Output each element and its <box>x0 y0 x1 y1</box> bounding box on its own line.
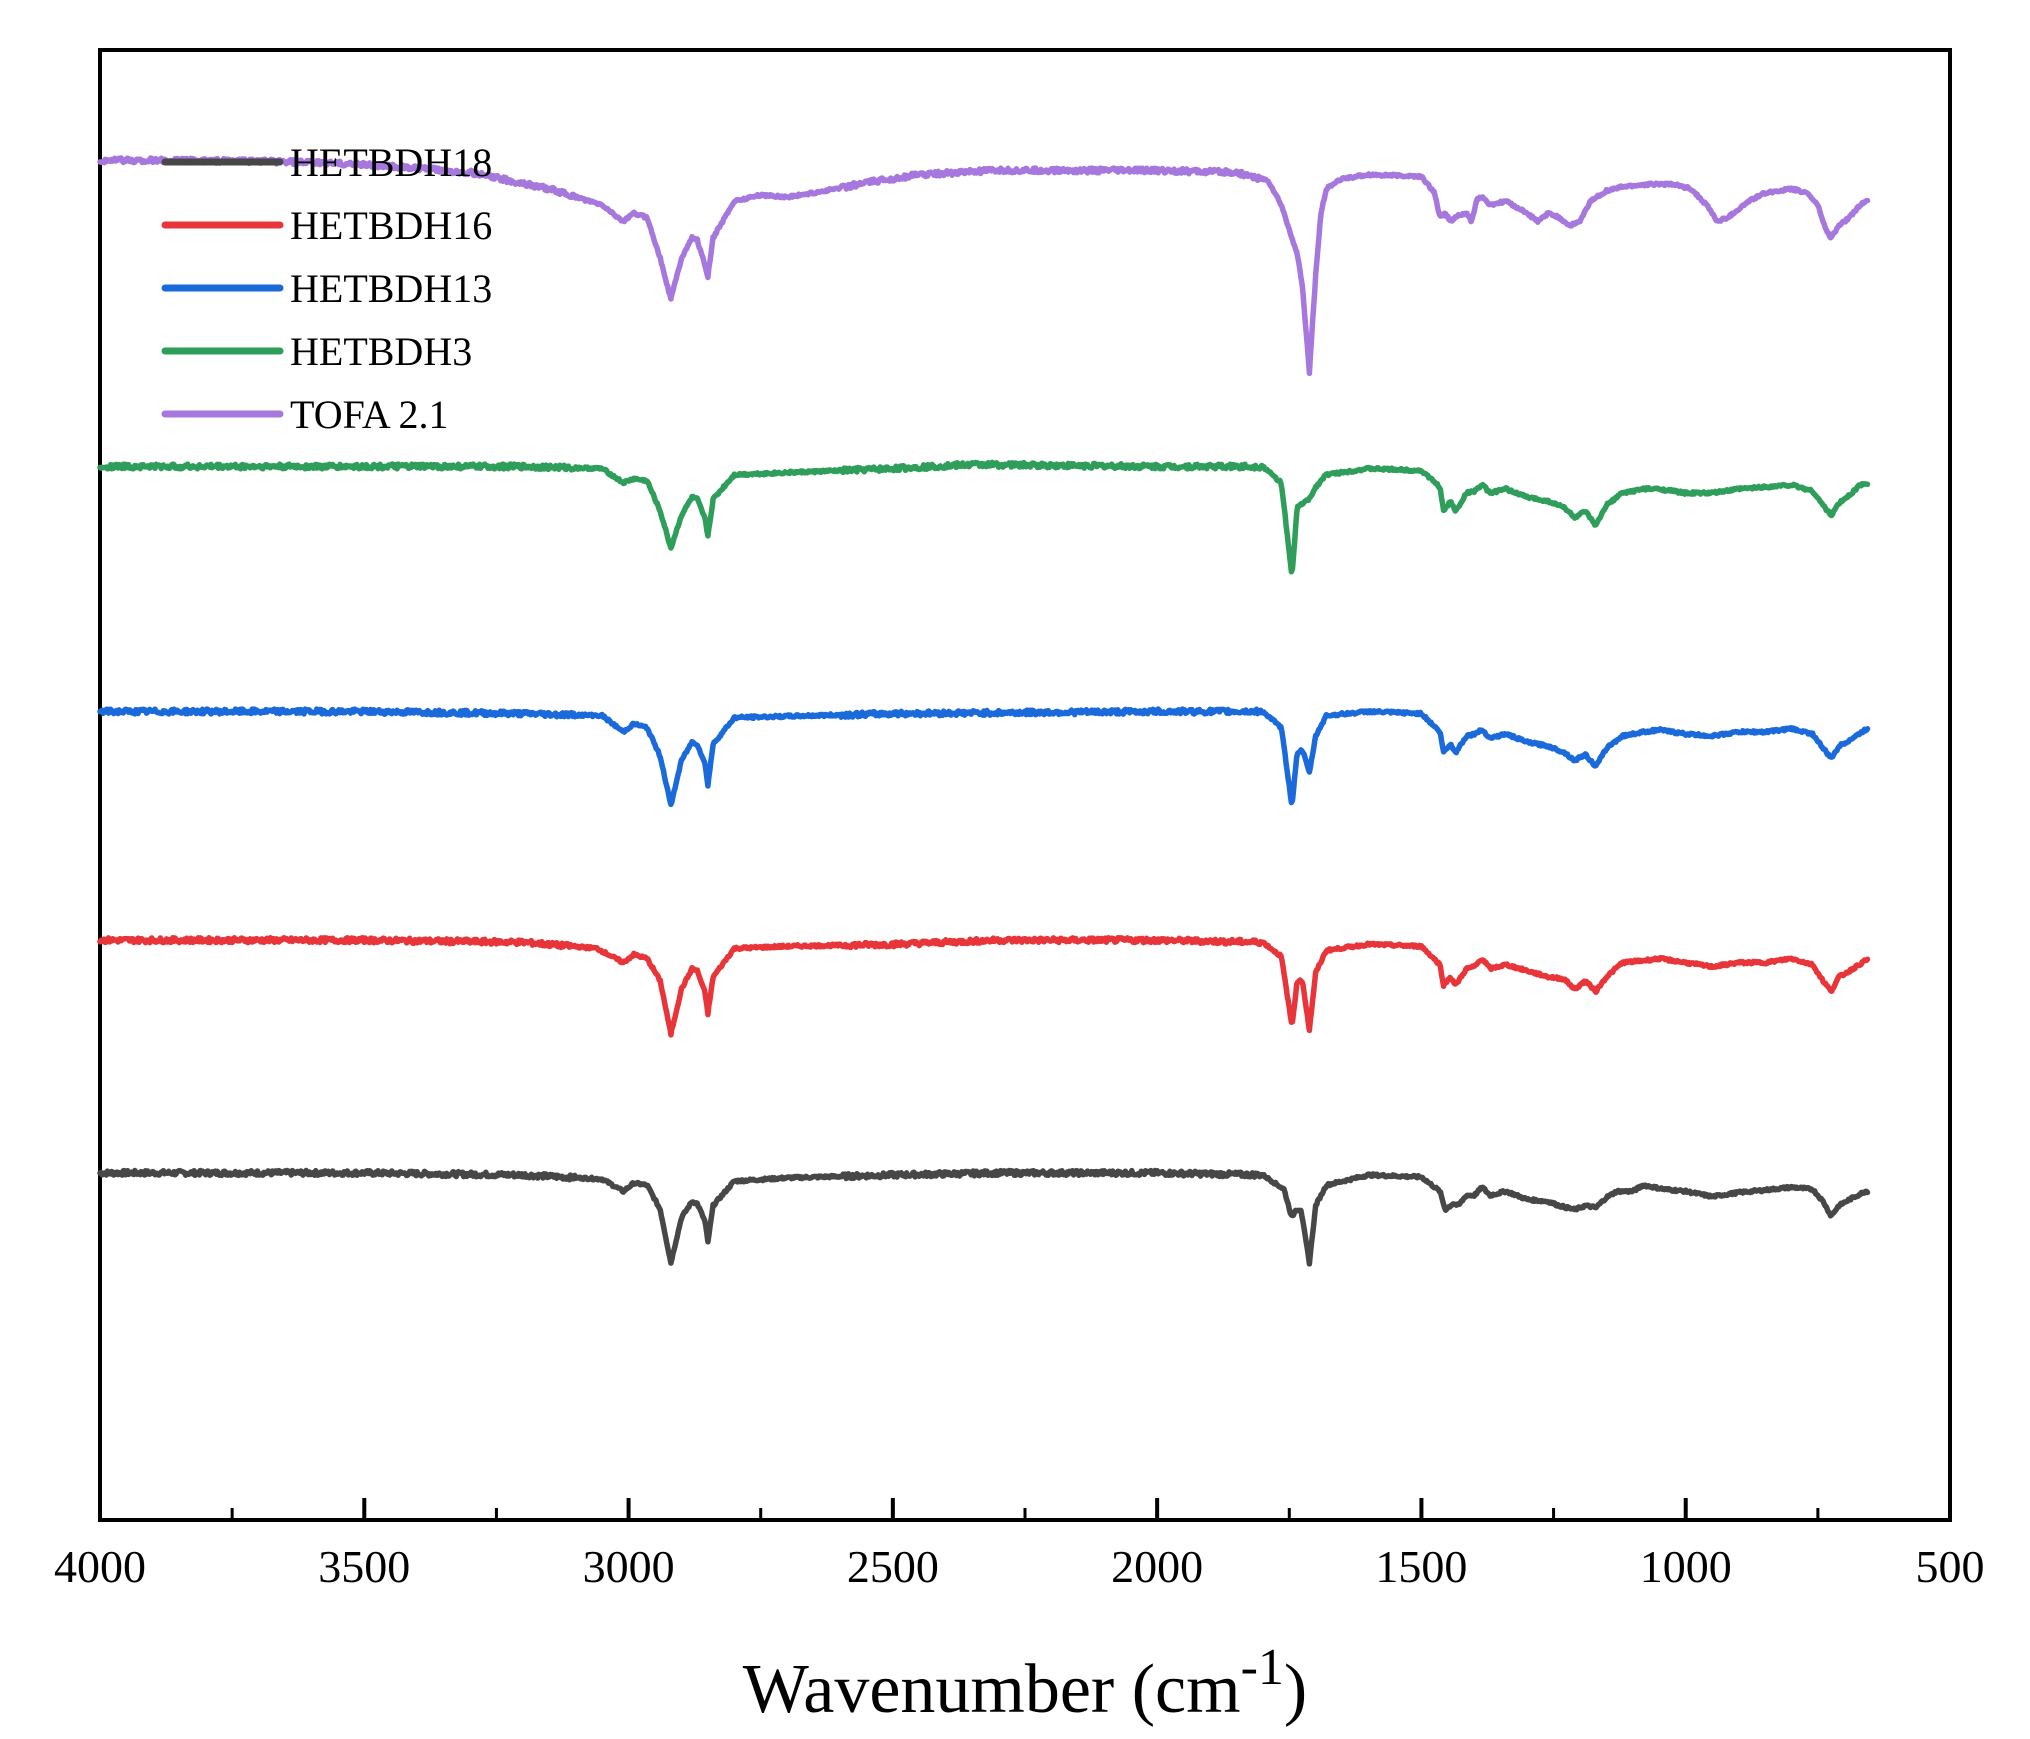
legend-label: HETBDH18 <box>290 140 492 185</box>
legend-label: HETBDH13 <box>290 266 492 311</box>
x-axis-label-main: Wavenumber (cm <box>743 1651 1241 1728</box>
legend: HETBDH18 HETBDH16 HETBDH13 HETBDH3 TOFA 2.1 <box>161 140 492 437</box>
x-axis: 4000 3500 3000 2500 2000 1500 1000 500 <box>54 1498 1985 1592</box>
x-tick-label: 2500 <box>847 1541 939 1592</box>
x-tick-label: 4000 <box>54 1541 146 1592</box>
series-line-hetbdh13 <box>97 706 1871 808</box>
x-axis-label-suffix: ) <box>1284 1651 1307 1728</box>
x-tick-label: 3500 <box>318 1541 410 1592</box>
series-layer <box>97 155 1871 1267</box>
legend-label: TOFA 2.1 <box>290 392 449 437</box>
series-line-hetbdh18 <box>97 1167 1871 1267</box>
x-tick-label: 3000 <box>583 1541 675 1592</box>
x-tick-label: 1000 <box>1640 1541 1732 1592</box>
series-line-hetbdh3 <box>97 459 1871 575</box>
series-line-tofa-2-1 <box>97 155 1871 377</box>
x-tick-label: 500 <box>1916 1541 1985 1592</box>
x-tick-label: 2000 <box>1111 1541 1203 1592</box>
x-axis-label: Wavenumber (cm-1) <box>743 1639 1307 1728</box>
legend-label: HETBDH16 <box>290 203 492 248</box>
x-axis-label-superscript: -1 <box>1241 1639 1284 1696</box>
x-tick-label: 1500 <box>1375 1541 1467 1592</box>
legend-label: HETBDH3 <box>290 329 472 374</box>
series-line-hetbdh16 <box>97 934 1871 1038</box>
